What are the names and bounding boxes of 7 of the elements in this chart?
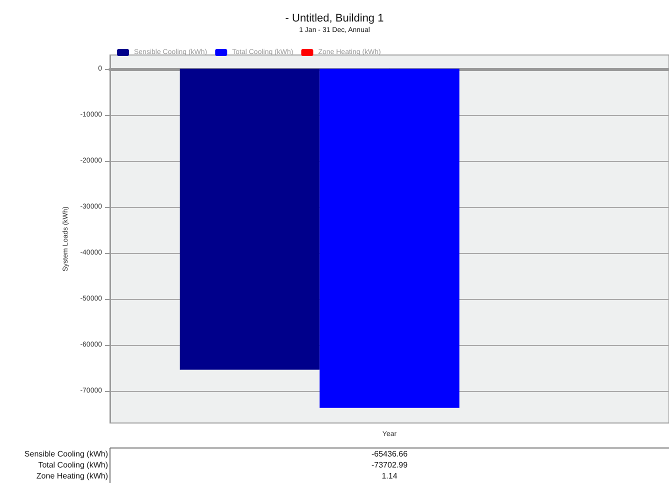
text: Total Cooling (kWh) [38, 460, 108, 470]
text: -73702.99 [371, 460, 408, 470]
text: Zone Heating (kWh) [36, 472, 108, 480]
text: 1.14 [382, 472, 398, 480]
chart-title: - Untitled, Building 1 [285, 12, 384, 24]
text: Sensible Cooling (kWh) [24, 450, 108, 458]
text: -65436.66 [371, 450, 408, 458]
